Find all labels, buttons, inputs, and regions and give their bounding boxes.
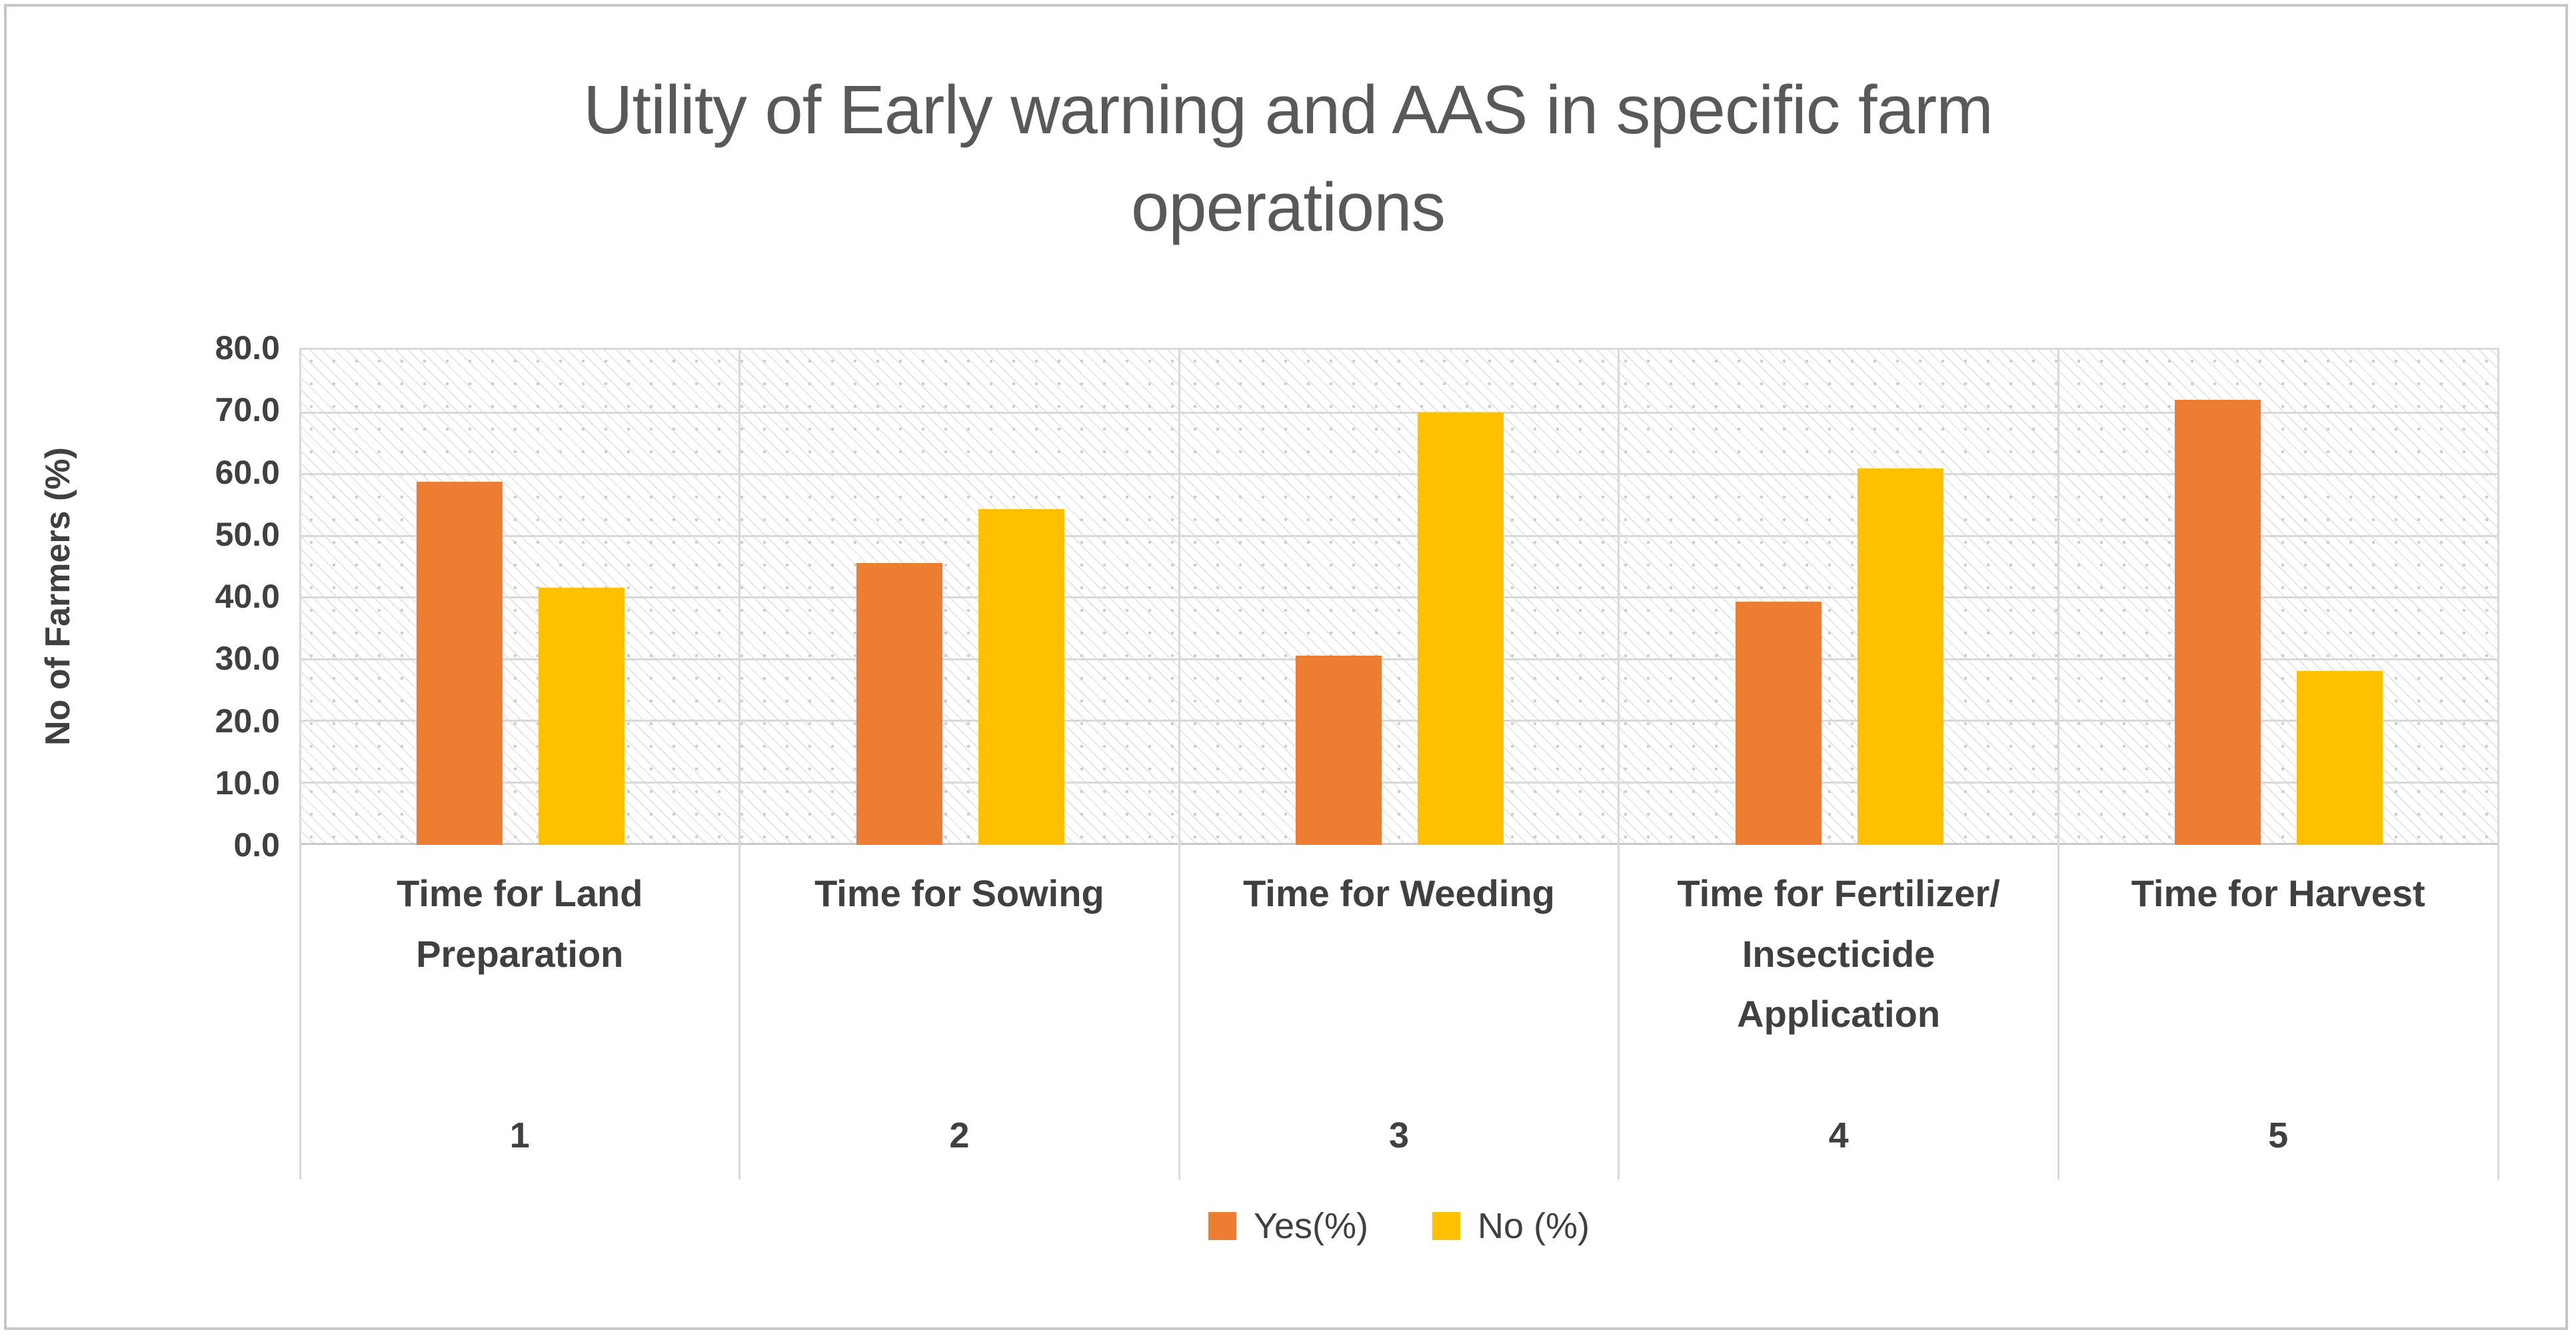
category-separator (299, 348, 301, 1179)
category-label: Time for Fertilizer/ Insecticide Applica… (1677, 872, 2000, 1035)
gridline (300, 411, 2498, 414)
y-tick-label: 60.0 (215, 453, 280, 491)
bar-no-1 (539, 587, 625, 845)
gridline (300, 658, 2498, 660)
category-label: Time for Land Preparation (397, 872, 643, 975)
bar-yes-5 (2175, 400, 2261, 845)
category-separator (2057, 348, 2059, 1179)
legend: Yes(%) No (%) (300, 1194, 2498, 1258)
category-number: 5 (2268, 1115, 2289, 1155)
category-label: Time for Weeding (1243, 872, 1555, 914)
category-separator (1178, 348, 1180, 1179)
category-separator (2497, 348, 2499, 1179)
category-number: 2 (949, 1115, 970, 1155)
gridline (300, 781, 2498, 784)
gridline (300, 596, 2498, 598)
bar-no-4 (1857, 468, 1943, 845)
y-tick-label: 20.0 (215, 702, 280, 740)
gridline (300, 473, 2498, 475)
legend-swatch-yes (1208, 1212, 1236, 1240)
y-tick-label: 80.0 (215, 329, 280, 366)
bar-yes-3 (1296, 655, 1382, 845)
category-label: Time for Harvest (2131, 872, 2425, 914)
category-separator (738, 348, 741, 1179)
chart-title: Utility of Early warning and AAS in spec… (583, 71, 1993, 246)
gridline (300, 534, 2498, 537)
y-axis-title: No of Farmers (%) (39, 447, 77, 746)
y-tick-label: 70.0 (215, 391, 280, 429)
bars-layer (300, 348, 2498, 845)
gridline (300, 720, 2498, 722)
y-tick-label: 40.0 (215, 578, 280, 615)
y-tick-label: 0.0 (233, 826, 280, 864)
category-label: Time for Sowing (814, 872, 1104, 914)
bar-no-5 (2297, 670, 2383, 845)
bar-yes-1 (417, 482, 503, 845)
legend-swatch-no (1432, 1212, 1461, 1240)
plot-area (300, 348, 2498, 845)
bar-no-3 (1418, 412, 1504, 845)
legend-label-yes: Yes(%) (1253, 1206, 1369, 1246)
y-tick-label: 10.0 (215, 764, 280, 802)
bar-yes-4 (1735, 602, 1822, 845)
category-number: 1 (509, 1115, 530, 1155)
legend-item-no: No (%) (1432, 1205, 1590, 1247)
legend-item-yes: Yes(%) (1208, 1205, 1368, 1247)
category-separator (1618, 348, 1620, 1179)
legend-label-no: No (%) (1478, 1206, 1590, 1246)
y-tick-label: 30.0 (215, 640, 280, 678)
bar-yes-2 (856, 562, 942, 845)
category-number: 3 (1388, 1115, 1409, 1155)
category-number: 4 (1828, 1115, 1849, 1155)
y-tick-label: 50.0 (215, 515, 280, 553)
bar-no-2 (978, 508, 1064, 845)
